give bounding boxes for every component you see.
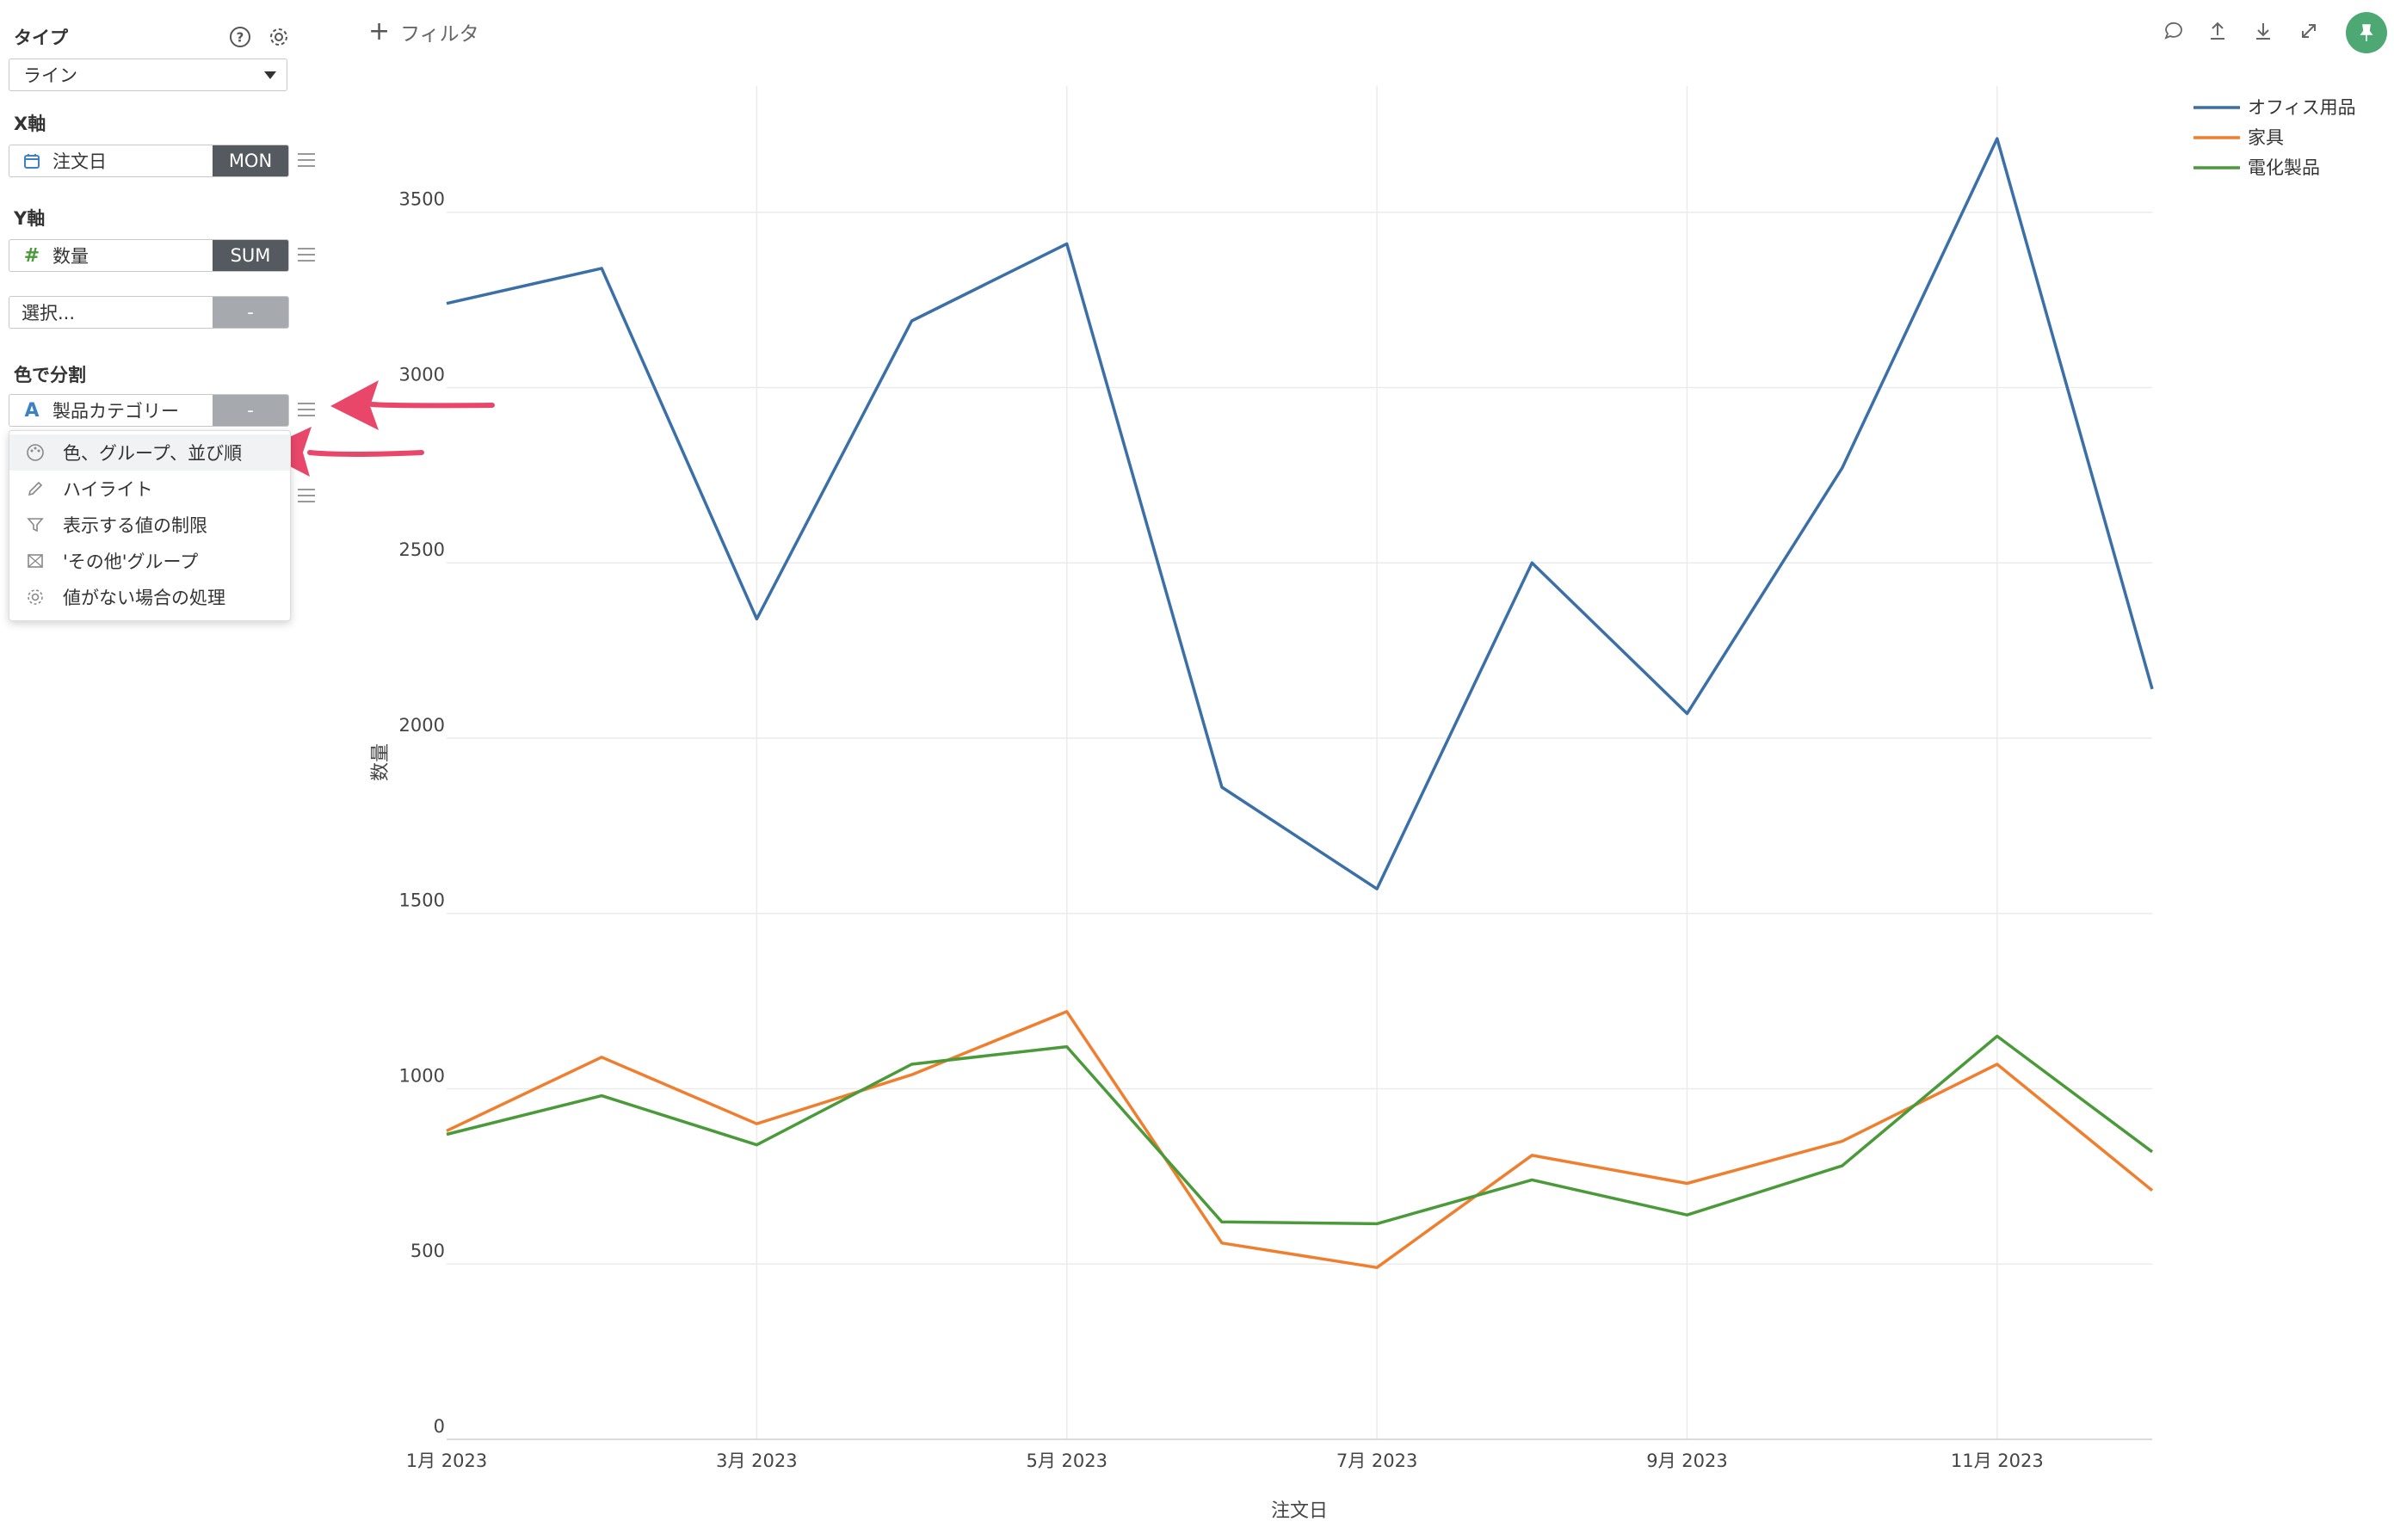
- y-tick-label: 2000: [399, 715, 445, 736]
- y-tick-label: 1000: [399, 1065, 445, 1086]
- y-axis-menu-icon[interactable]: [298, 248, 315, 262]
- color-split-agg-button[interactable]: -: [213, 395, 288, 426]
- y-tick-label: 0: [434, 1416, 445, 1437]
- color-split-field-name: 製品カテゴリー: [52, 401, 179, 422]
- series-line-0[interactable]: [446, 137, 2154, 890]
- comment-icon[interactable]: [2160, 17, 2187, 45]
- group-icon: [25, 551, 46, 571]
- hash-icon: #: [23, 244, 40, 267]
- x-tick-label: 5月 2023: [1026, 1451, 1107, 1471]
- upload-icon[interactable]: [2204, 17, 2231, 45]
- chevron-down-icon: [264, 71, 276, 79]
- filter-label: フィルタ: [400, 23, 479, 46]
- download-icon[interactable]: [2249, 17, 2277, 45]
- x-tick-label: 3月 2023: [716, 1451, 797, 1471]
- menu-item-label: 表示する値の制限: [63, 515, 207, 536]
- y-tick-label: 3000: [399, 364, 445, 385]
- palette-icon: [25, 442, 46, 463]
- y-tick-label: 1500: [399, 890, 445, 911]
- annotation-arrows: [260, 380, 495, 477]
- chart-type-select[interactable]: ライン: [9, 59, 287, 91]
- x-axis-label: X軸: [14, 114, 46, 134]
- help-icon[interactable]: ?: [227, 24, 253, 50]
- menu-item-label: 色、グループ、並び順: [63, 443, 243, 464]
- gear-icon[interactable]: [266, 24, 292, 50]
- x-axis-agg-button[interactable]: MON: [213, 145, 288, 176]
- menu-item-label: ハイライト: [63, 479, 153, 500]
- y-axis-field[interactable]: # 数量 SUM: [9, 239, 289, 272]
- series-line-2[interactable]: [446, 1034, 2154, 1226]
- arrow-shaft: [369, 402, 495, 409]
- gear-icon: [25, 587, 46, 607]
- type-label: タイプ: [14, 28, 68, 48]
- legend-entry[interactable]: 家具: [2248, 127, 2284, 148]
- extra-menu-icon[interactable]: [298, 489, 315, 502]
- y-axis-label: Y軸: [14, 208, 46, 229]
- y-axis-title: 数量: [370, 743, 392, 781]
- series-line-1[interactable]: [446, 1010, 2154, 1270]
- menu-item-missing-values[interactable]: 値がない場合の処理: [9, 579, 290, 615]
- color-split-field[interactable]: A 製品カテゴリー -: [9, 394, 289, 427]
- x-tick-label: 1月 2023: [406, 1451, 487, 1471]
- menu-item-highlight[interactable]: ハイライト: [9, 471, 290, 507]
- color-split-label: 色で分割: [14, 365, 86, 385]
- y-tick-label: 2500: [399, 539, 445, 560]
- legend-entry[interactable]: 電化製品: [2248, 157, 2320, 178]
- legend-entry[interactable]: オフィス用品: [2248, 97, 2356, 118]
- calendar-icon: [22, 152, 42, 169]
- x-axis-menu-icon[interactable]: [298, 153, 315, 167]
- filter-icon: [25, 514, 46, 535]
- menu-item-limit-values[interactable]: 表示する値の制限: [9, 507, 290, 543]
- x-axis-field[interactable]: 注文日 MON: [9, 145, 289, 177]
- pin-button[interactable]: [2346, 12, 2387, 53]
- arrow-shaft: [307, 450, 424, 457]
- menu-item-label: 値がない場合の処理: [63, 588, 225, 608]
- y-tick-label: 500: [410, 1241, 445, 1261]
- chart-type-value: ライン: [23, 65, 77, 86]
- text-type-icon: A: [24, 399, 40, 422]
- menu-item-label: 'その他'グループ: [63, 551, 199, 572]
- highlighter-icon: [25, 478, 46, 499]
- pin-icon: [2360, 24, 2373, 41]
- x-axis-field-name: 注文日: [52, 151, 107, 172]
- y-axis-agg-button[interactable]: SUM: [213, 240, 288, 271]
- y-axis-extra-field[interactable]: 選択... -: [9, 296, 289, 329]
- x-tick-label: 7月 2023: [1336, 1451, 1417, 1471]
- expand-icon[interactable]: [2295, 17, 2323, 45]
- menu-item-color-group-order[interactable]: 色、グループ、並び順: [9, 434, 290, 471]
- add-filter-button[interactable]: + フィルタ: [368, 17, 479, 46]
- y-axis-extra-agg-button[interactable]: -: [213, 297, 288, 328]
- y-axis-extra-placeholder: 選択...: [22, 303, 76, 323]
- x-axis-title: 注文日: [1271, 1500, 1328, 1522]
- arrow-head: [330, 380, 379, 430]
- y-tick-label: 3500: [399, 189, 445, 210]
- svg-text:?: ?: [237, 30, 244, 46]
- y-axis-field-name: 数量: [52, 246, 89, 267]
- x-tick-label: 9月 2023: [1646, 1451, 1727, 1471]
- menu-item-other-group[interactable]: 'その他'グループ: [9, 543, 290, 579]
- x-tick-label: 11月 2023: [1951, 1451, 2044, 1471]
- plus-icon: +: [368, 16, 391, 46]
- color-split-menu: 色、グループ、並び順 ハイライト 表示する値の制限 'その他'グループ 値がない…: [9, 430, 291, 621]
- chart-config-panel: タイプ ? ライン X軸 注文日 MON Y軸 # 数量 SUM 選択... -…: [0, 0, 327, 1540]
- color-split-menu-icon[interactable]: [298, 403, 315, 416]
